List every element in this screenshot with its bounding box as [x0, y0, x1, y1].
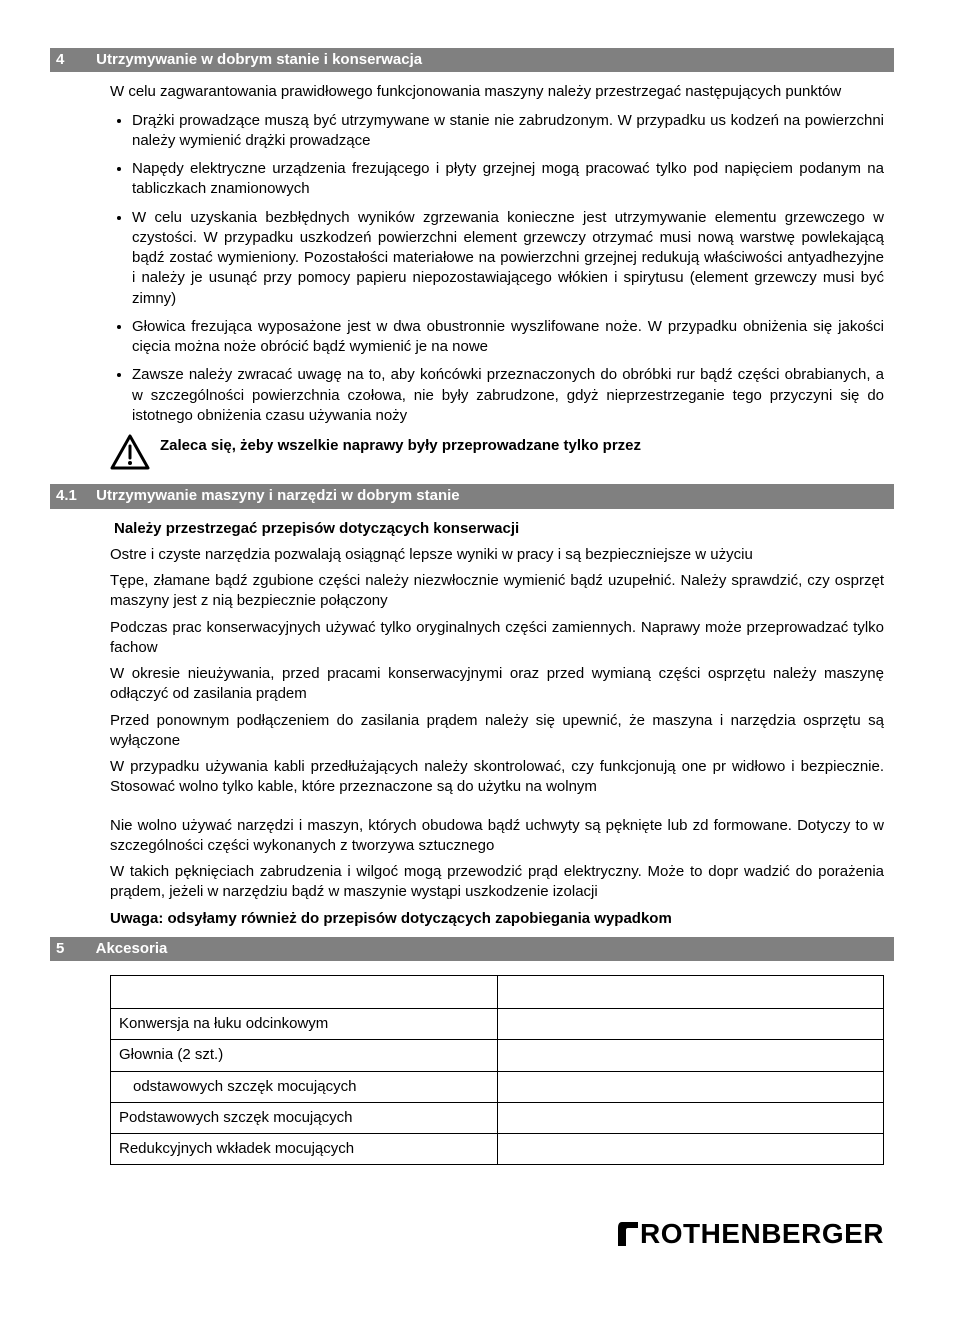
brand-logo: ROTHENBERGER [614, 1215, 884, 1253]
para: Nie wolno używać narzędzi i maszyn, któr… [110, 816, 884, 857]
para: Przed ponownym podłączeniem do zasilania… [110, 711, 884, 752]
section-5-title: Akcesoria [96, 940, 168, 957]
section-41-note: Uwaga: odsyłamy również do przepisów dot… [110, 909, 884, 929]
section-5-header: 5 Akcesoria [50, 937, 894, 961]
section-4-bullets: Drążki prowadzące muszą być utrzymywane … [110, 111, 884, 427]
warning-row: Zaleca się, żeby wszelkie naprawy były p… [110, 434, 884, 476]
table-row: Głownia (2 szt.) [111, 1040, 884, 1071]
accessories-table: Konwersja na łuku odcinkowym Głownia (2 … [110, 975, 884, 1165]
table-cell [111, 976, 498, 1009]
section-5-num: 5 [56, 939, 92, 959]
warning-icon [110, 434, 150, 476]
table-row [111, 976, 884, 1009]
bullet-item: Zawsze należy zwracać uwagę na to, aby k… [132, 365, 884, 426]
table-cell [497, 976, 884, 1009]
table-cell: odstawowych szczęk mocujących [111, 1071, 498, 1102]
bullet-item: Głowica frezująca wyposażone jest w dwa … [132, 317, 884, 358]
table-row: Redukcyjnych wkładek mocujących [111, 1134, 884, 1165]
section-4-num: 4 [56, 50, 92, 70]
table-row: Konwersja na łuku odcinkowym [111, 1009, 884, 1040]
para: Tępe, złamane bądź zgubione części należ… [110, 571, 884, 612]
para-blank [110, 804, 884, 810]
para: Podczas prac konserwacyjnych używać tylk… [110, 618, 884, 659]
section-41-body: Należy przestrzegać przepisów dotyczącyc… [110, 519, 884, 929]
table-row: Podstawowych szczęk mocujących [111, 1102, 884, 1133]
table-cell [497, 1134, 884, 1165]
table-cell [497, 1009, 884, 1040]
brand-text: ROTHENBERGER [640, 1215, 884, 1253]
table-cell: Konwersja na łuku odcinkowym [111, 1009, 498, 1040]
section-41-num: 4.1 [56, 486, 92, 506]
table-cell [497, 1102, 884, 1133]
warning-text: Zaleca się, żeby wszelkie naprawy były p… [150, 434, 641, 456]
section-41-title: Utrzymywanie maszyny i narzędzi w dobrym… [96, 487, 459, 504]
table-cell: Podstawowych szczęk mocujących [111, 1102, 498, 1133]
section-4-intro: W celu zagwarantowania prawidłowego funk… [110, 82, 884, 102]
section-4-header: 4 Utrzymywanie w dobrym stanie i konserw… [50, 48, 894, 72]
footer: ROTHENBERGER [50, 1215, 894, 1254]
para: W takich pęknięciach zabrudzenia i wilgo… [110, 862, 884, 903]
section-5-body: Konwersja na łuku odcinkowym Głownia (2 … [110, 975, 884, 1165]
section-41-header: 4.1 Utrzymywanie maszyny i narzędzi w do… [50, 484, 894, 508]
bullet-item: W celu uzyskania bezbłędnych wyników zgr… [132, 208, 884, 309]
para: W przypadku używania kabli przedłużający… [110, 757, 884, 798]
section-4-title: Utrzymywanie w dobrym stanie i konserwac… [96, 51, 422, 68]
para: W okresie nieużywania, przed pracami kon… [110, 664, 884, 705]
table-row: odstawowych szczęk mocujących [111, 1071, 884, 1102]
table-cell: Głownia (2 szt.) [111, 1040, 498, 1071]
section-4-body: W celu zagwarantowania prawidłowego funk… [110, 82, 884, 476]
table-cell: Redukcyjnych wkładek mocujących [111, 1134, 498, 1165]
table-cell [497, 1071, 884, 1102]
para: Ostre i czyste narzędzia pozwalają osiąg… [110, 545, 884, 565]
bullet-item: Drążki prowadzące muszą być utrzymywane … [132, 111, 884, 152]
bullet-item: Napędy elektryczne urządzenia frezująceg… [132, 159, 884, 200]
pipe-icon [614, 1220, 640, 1248]
table-cell [497, 1040, 884, 1071]
section-41-subhead: Należy przestrzegać przepisów dotyczącyc… [114, 519, 884, 539]
